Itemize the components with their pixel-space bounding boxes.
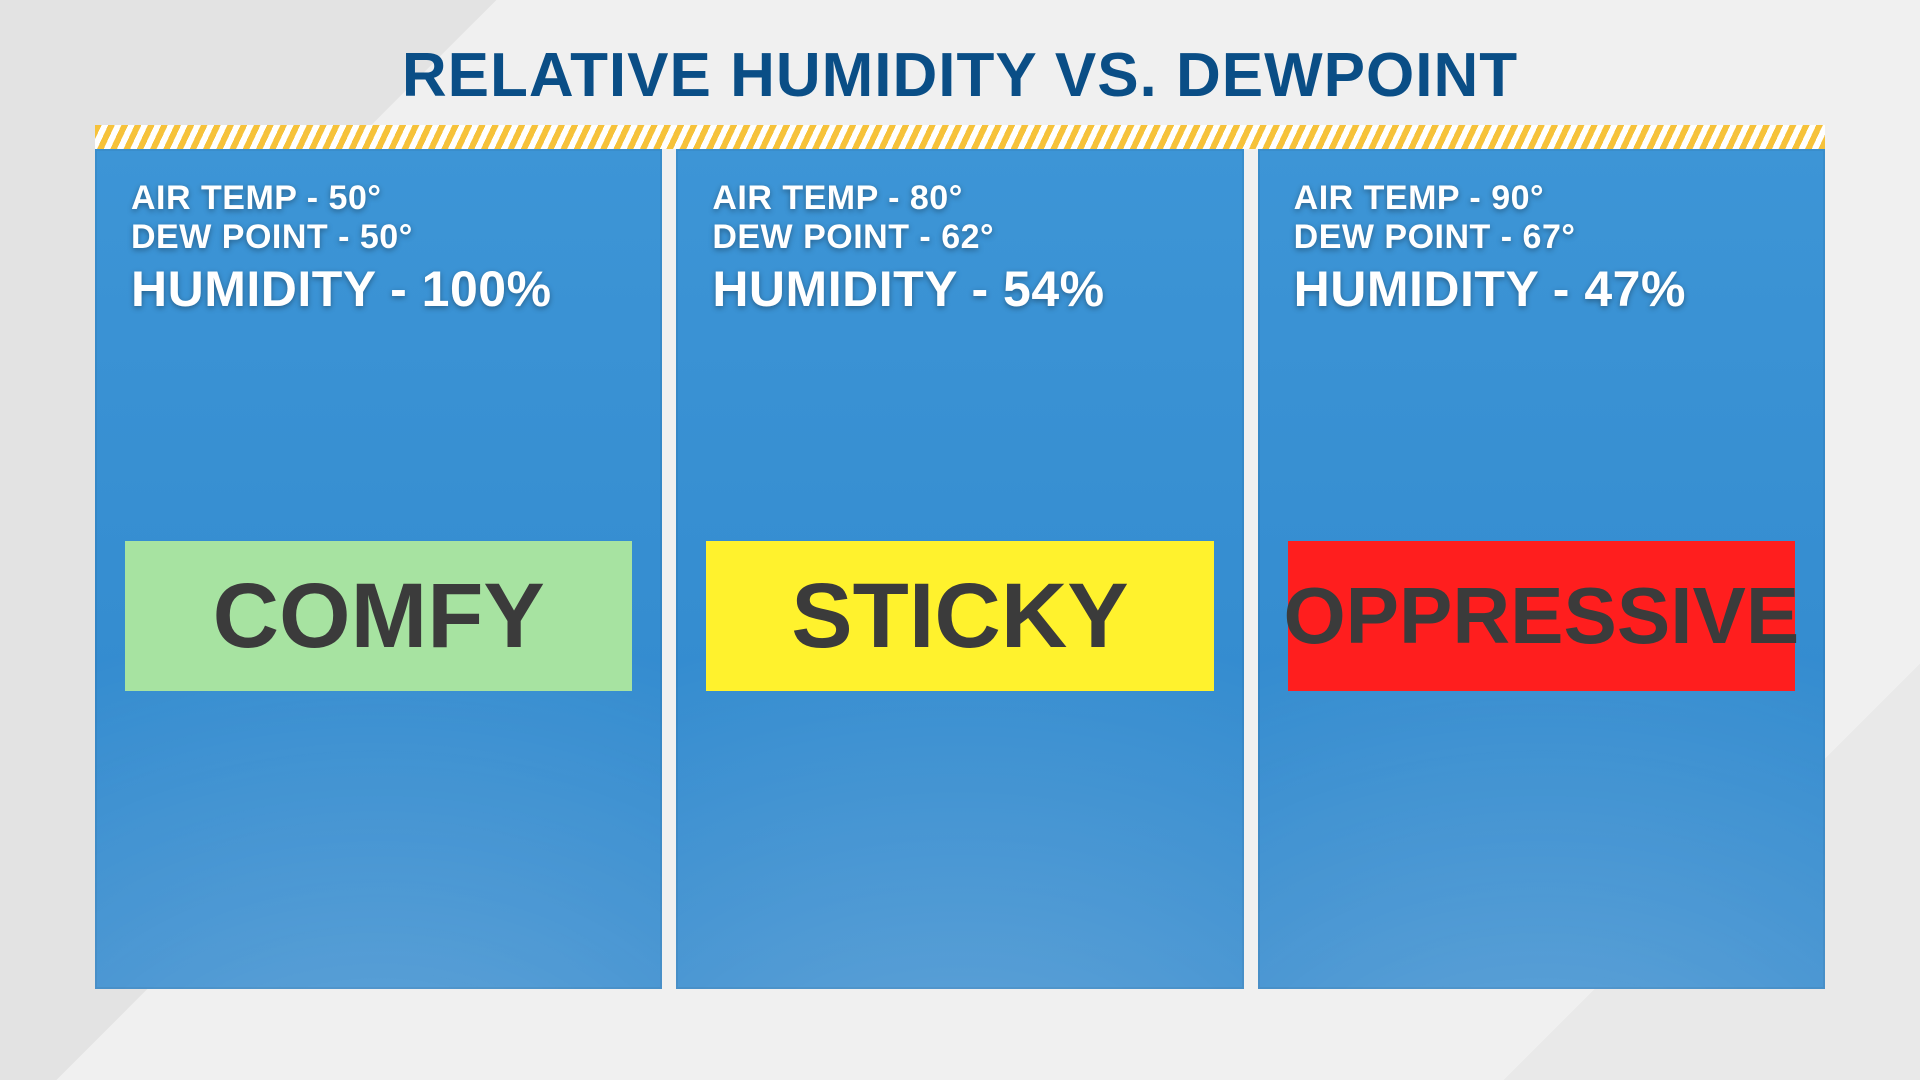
- panel-comfy: AIR TEMP - 50° DEW POINT - 50° HUMIDITY …: [95, 149, 662, 989]
- air-temp-label: AIR TEMP - 80°: [712, 179, 1213, 218]
- panel-oppressive: AIR TEMP - 90° DEW POINT - 67° HUMIDITY …: [1258, 149, 1825, 989]
- page-title: RELATIVE HUMIDITY VS. DEWPOINT: [95, 40, 1825, 111]
- air-temp-label: AIR TEMP - 50°: [131, 179, 632, 218]
- graphic-frame: RELATIVE HUMIDITY VS. DEWPOINT AIR TEMP …: [0, 0, 1920, 1080]
- humidity-label: HUMIDITY - 54%: [712, 261, 1213, 319]
- comfort-badge: OPPRESSIVE: [1288, 541, 1795, 691]
- comfort-badge-label: STICKY: [791, 570, 1128, 662]
- humidity-label: HUMIDITY - 100%: [131, 261, 632, 319]
- panel-sticky: AIR TEMP - 80° DEW POINT - 62° HUMIDITY …: [676, 149, 1243, 989]
- comfort-badge: COMFY: [125, 541, 632, 691]
- title-divider-stripe: [95, 125, 1825, 149]
- dew-point-label: DEW POINT - 62°: [712, 218, 1213, 257]
- comfort-badge: STICKY: [706, 541, 1213, 691]
- humidity-label: HUMIDITY - 47%: [1294, 261, 1795, 319]
- dew-point-label: DEW POINT - 67°: [1294, 218, 1795, 257]
- air-temp-label: AIR TEMP - 90°: [1294, 179, 1795, 218]
- comfort-badge-label: COMFY: [213, 570, 545, 662]
- panels-row: AIR TEMP - 50° DEW POINT - 50° HUMIDITY …: [95, 149, 1825, 989]
- dew-point-label: DEW POINT - 50°: [131, 218, 632, 257]
- comfort-badge-label: OPPRESSIVE: [1283, 576, 1799, 656]
